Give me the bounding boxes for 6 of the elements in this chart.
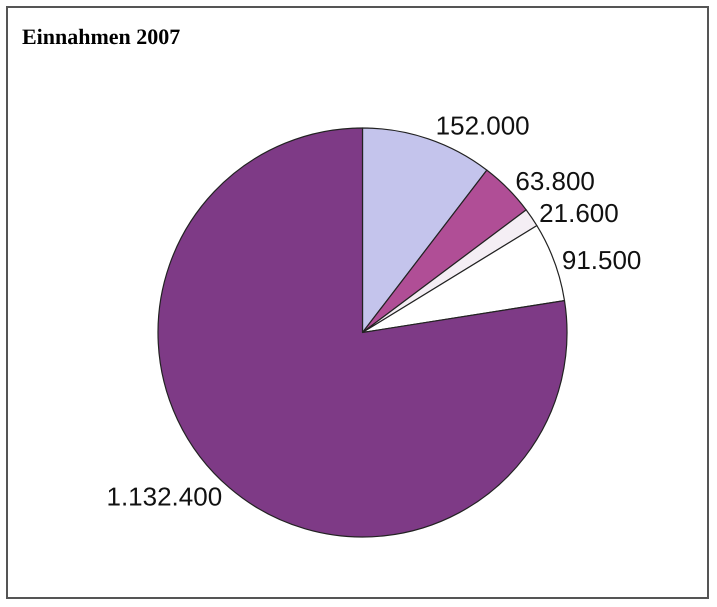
data-label: 152.000: [436, 110, 530, 140]
chart-title: Einnahmen 2007: [22, 24, 180, 50]
data-label: 63.800: [515, 166, 595, 196]
data-label: 91.500: [562, 244, 642, 275]
data-label: 21.600: [539, 198, 619, 228]
data-label: 1.132.400: [106, 482, 222, 512]
